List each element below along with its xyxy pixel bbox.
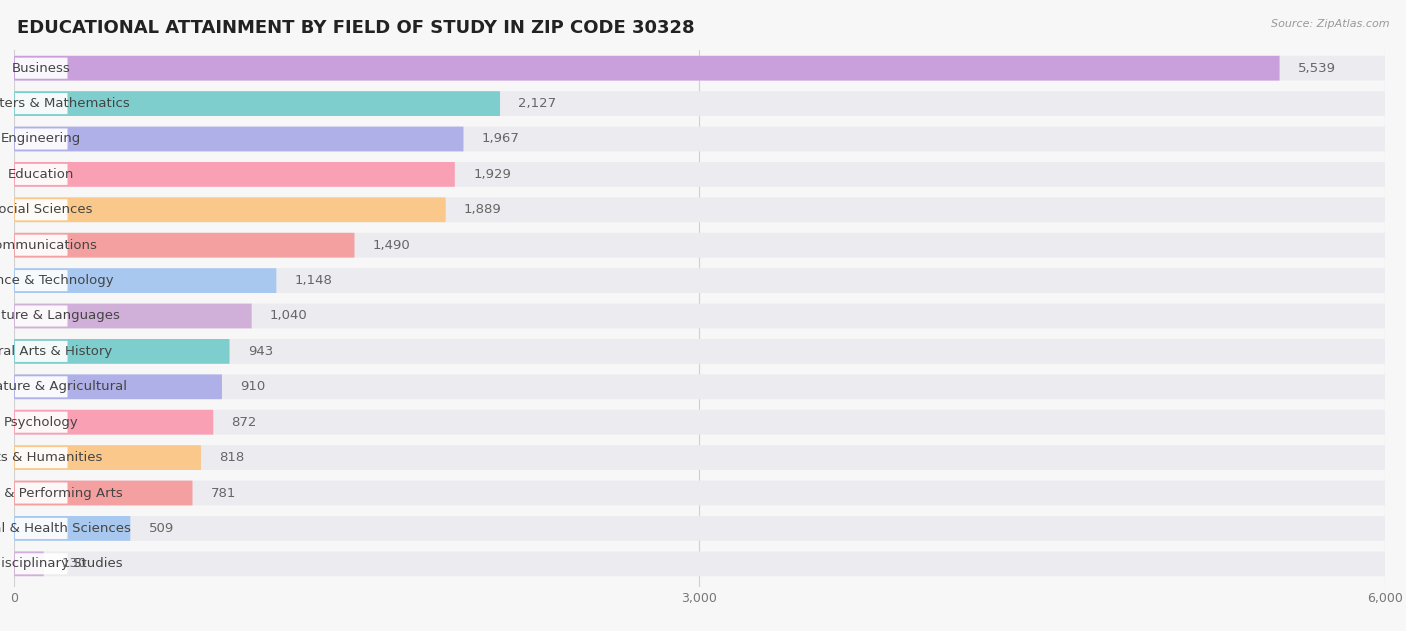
Text: Engineering: Engineering xyxy=(1,133,82,146)
FancyBboxPatch shape xyxy=(14,551,44,576)
Text: 509: 509 xyxy=(149,522,174,535)
FancyBboxPatch shape xyxy=(14,410,1385,435)
FancyBboxPatch shape xyxy=(14,410,214,435)
FancyBboxPatch shape xyxy=(14,268,277,293)
FancyBboxPatch shape xyxy=(14,162,1385,187)
FancyBboxPatch shape xyxy=(14,268,1385,293)
FancyBboxPatch shape xyxy=(15,164,67,185)
Text: 1,967: 1,967 xyxy=(482,133,520,146)
Text: Source: ZipAtlas.com: Source: ZipAtlas.com xyxy=(1271,19,1389,29)
FancyBboxPatch shape xyxy=(14,198,1385,222)
FancyBboxPatch shape xyxy=(14,127,1385,151)
Text: Social Sciences: Social Sciences xyxy=(0,203,93,216)
Text: 1,148: 1,148 xyxy=(295,274,332,287)
FancyBboxPatch shape xyxy=(14,91,1385,116)
FancyBboxPatch shape xyxy=(14,445,201,470)
FancyBboxPatch shape xyxy=(14,56,1385,81)
FancyBboxPatch shape xyxy=(14,233,1385,257)
FancyBboxPatch shape xyxy=(14,374,1385,399)
FancyBboxPatch shape xyxy=(15,483,67,504)
Text: 910: 910 xyxy=(240,380,266,393)
FancyBboxPatch shape xyxy=(15,57,67,79)
FancyBboxPatch shape xyxy=(15,305,67,326)
Text: Arts & Humanities: Arts & Humanities xyxy=(0,451,103,464)
FancyBboxPatch shape xyxy=(15,447,67,468)
FancyBboxPatch shape xyxy=(14,339,229,364)
Text: 872: 872 xyxy=(232,416,257,428)
Text: Science & Technology: Science & Technology xyxy=(0,274,114,287)
FancyBboxPatch shape xyxy=(14,339,1385,364)
Text: Multidisciplinary Studies: Multidisciplinary Studies xyxy=(0,557,122,570)
Text: 2,127: 2,127 xyxy=(519,97,557,110)
FancyBboxPatch shape xyxy=(14,516,1385,541)
Text: Liberal Arts & History: Liberal Arts & History xyxy=(0,345,112,358)
FancyBboxPatch shape xyxy=(14,551,1385,576)
Text: Psychology: Psychology xyxy=(4,416,79,428)
Text: 5,539: 5,539 xyxy=(1298,62,1336,74)
FancyBboxPatch shape xyxy=(14,56,1279,81)
Text: Bio, Nature & Agricultural: Bio, Nature & Agricultural xyxy=(0,380,127,393)
Text: 818: 818 xyxy=(219,451,245,464)
Text: 130: 130 xyxy=(62,557,87,570)
FancyBboxPatch shape xyxy=(14,445,1385,470)
Text: Communications: Communications xyxy=(0,239,97,252)
FancyBboxPatch shape xyxy=(14,91,501,116)
FancyBboxPatch shape xyxy=(15,199,67,220)
FancyBboxPatch shape xyxy=(14,516,131,541)
Text: 1,040: 1,040 xyxy=(270,309,308,322)
Text: Literature & Languages: Literature & Languages xyxy=(0,309,120,322)
FancyBboxPatch shape xyxy=(15,411,67,433)
Text: EDUCATIONAL ATTAINMENT BY FIELD OF STUDY IN ZIP CODE 30328: EDUCATIONAL ATTAINMENT BY FIELD OF STUDY… xyxy=(17,19,695,37)
FancyBboxPatch shape xyxy=(14,304,252,328)
FancyBboxPatch shape xyxy=(14,304,1385,328)
Text: Education: Education xyxy=(8,168,75,181)
FancyBboxPatch shape xyxy=(14,127,464,151)
FancyBboxPatch shape xyxy=(15,235,67,256)
Text: 1,929: 1,929 xyxy=(472,168,510,181)
Text: Physical & Health Sciences: Physical & Health Sciences xyxy=(0,522,131,535)
FancyBboxPatch shape xyxy=(14,481,193,505)
FancyBboxPatch shape xyxy=(14,198,446,222)
FancyBboxPatch shape xyxy=(14,233,354,257)
Text: 943: 943 xyxy=(247,345,273,358)
Text: 1,490: 1,490 xyxy=(373,239,411,252)
Text: 781: 781 xyxy=(211,487,236,500)
Text: Visual & Performing Arts: Visual & Performing Arts xyxy=(0,487,122,500)
FancyBboxPatch shape xyxy=(14,162,454,187)
Text: 1,889: 1,889 xyxy=(464,203,502,216)
FancyBboxPatch shape xyxy=(15,341,67,362)
Text: Business: Business xyxy=(11,62,70,74)
FancyBboxPatch shape xyxy=(15,129,67,150)
FancyBboxPatch shape xyxy=(15,553,67,574)
FancyBboxPatch shape xyxy=(14,481,1385,505)
FancyBboxPatch shape xyxy=(15,518,67,539)
FancyBboxPatch shape xyxy=(14,374,222,399)
FancyBboxPatch shape xyxy=(15,376,67,398)
FancyBboxPatch shape xyxy=(15,270,67,291)
Text: Computers & Mathematics: Computers & Mathematics xyxy=(0,97,131,110)
FancyBboxPatch shape xyxy=(15,93,67,114)
